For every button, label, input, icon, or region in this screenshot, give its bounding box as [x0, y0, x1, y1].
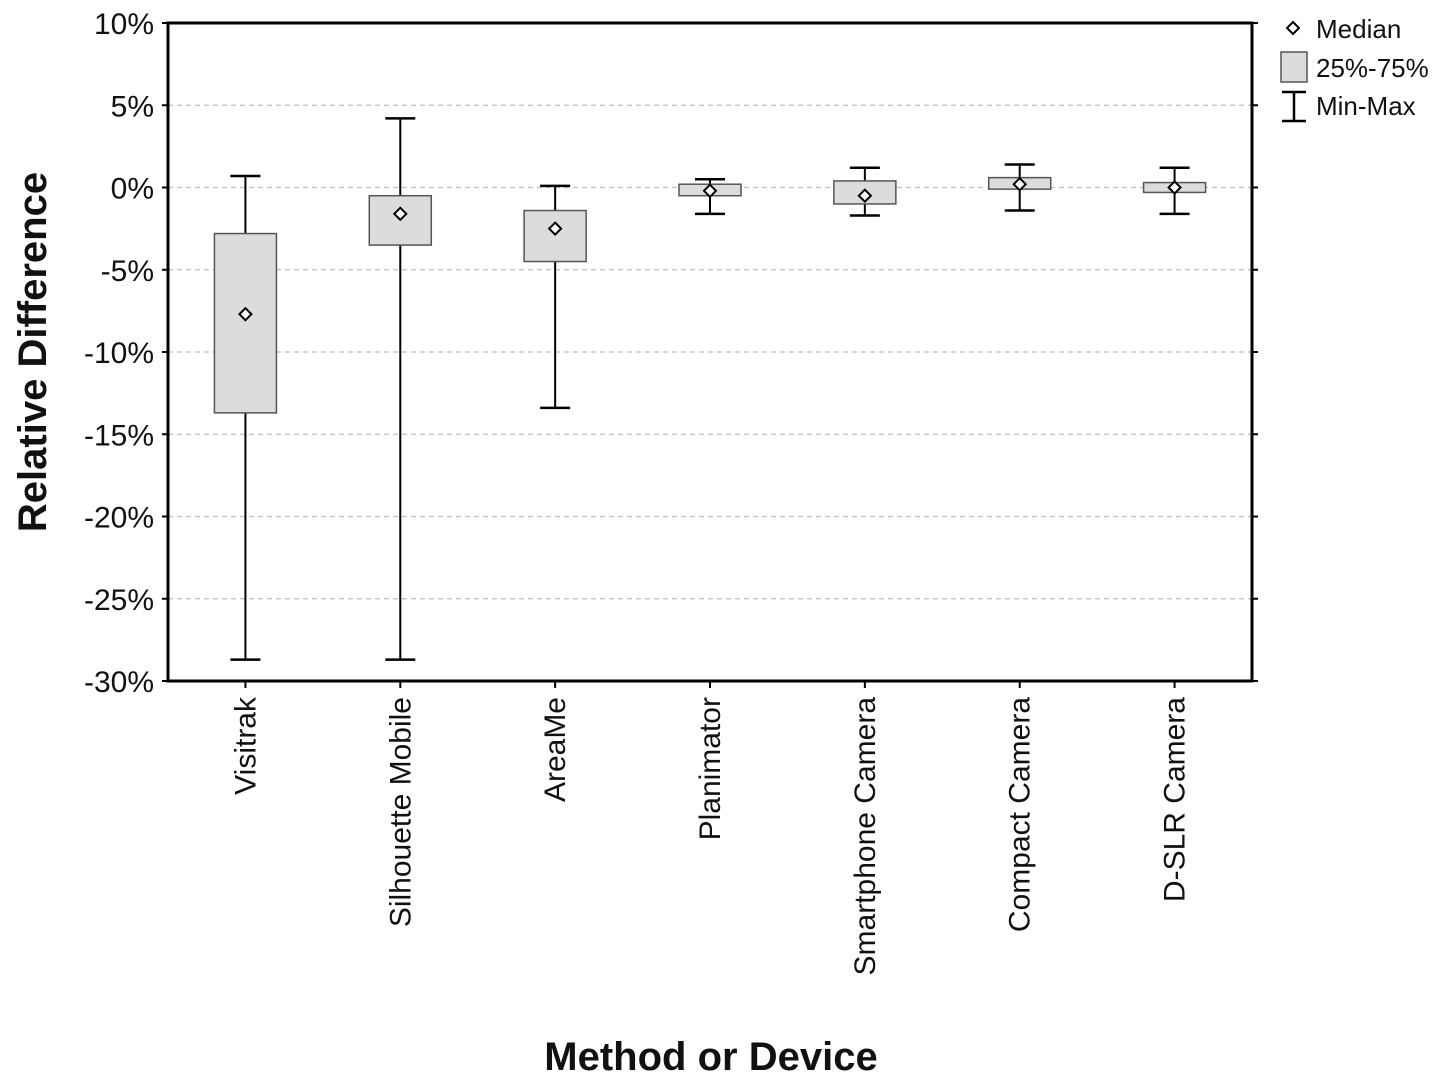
x-category-label: Visitrak — [229, 696, 262, 795]
legend-whisker-marker — [1282, 90, 1306, 123]
box-plot-2 — [523, 184, 587, 410]
box-plot-0 — [213, 174, 278, 661]
box-plot-5 — [987, 163, 1052, 212]
y-axis-ticks: 10% 5% 0% -5% -10% -15% -20% -25% -30% — [84, 8, 1258, 699]
legend: Median 25%-75% Min-Max — [1280, 14, 1429, 123]
box-plot-4 — [833, 166, 897, 217]
box-plot-3 — [678, 178, 742, 216]
median-marker — [547, 221, 563, 237]
median-marker — [1167, 180, 1182, 195]
x-category-label: AreaMe — [539, 697, 572, 802]
legend-median-label: Median — [1316, 14, 1401, 44]
median-marker — [238, 306, 253, 322]
y-tick-label: 10% — [94, 8, 154, 41]
legend-whisker-label: Min-Max — [1316, 91, 1416, 121]
y-tick-label: 0% — [111, 173, 154, 206]
y-tick-label: 5% — [111, 90, 154, 123]
x-axis-title: Method or Device — [544, 1035, 877, 1078]
y-axis-title: Relative Difference — [11, 172, 55, 532]
x-category-label: Compact Camera — [1004, 697, 1037, 932]
box-plot-1 — [368, 117, 433, 661]
x-category-label: D-SLR Camera — [1159, 697, 1192, 902]
y-tick-label: -25% — [84, 584, 154, 617]
median-marker — [392, 206, 408, 222]
y-tick-label: -5% — [101, 255, 154, 288]
legend-box-label: 25%-75% — [1316, 53, 1429, 83]
iqr-box — [213, 232, 278, 414]
median-marker — [702, 183, 718, 199]
y-tick-label: -10% — [84, 337, 154, 370]
x-axis-category-labels: Visitrak Silhouette Mobile AreaMe Planimato… — [229, 681, 1192, 976]
grid-lines — [168, 104, 1252, 600]
x-category-label: Smartphone Camera — [849, 697, 882, 976]
y-tick-label: -15% — [84, 419, 154, 452]
x-category-label: Silhouette Mobile — [384, 697, 417, 927]
median-marker — [857, 188, 873, 204]
legend-median-marker — [1285, 20, 1301, 36]
legend-box-swatch — [1280, 51, 1308, 83]
y-tick-label: -30% — [84, 666, 154, 699]
box-plot-marks — [213, 117, 1207, 661]
box-plot-6 — [1142, 166, 1207, 216]
x-category-label: Planimator — [694, 697, 727, 840]
median-marker — [1012, 176, 1028, 192]
y-tick-label: -20% — [84, 502, 154, 535]
